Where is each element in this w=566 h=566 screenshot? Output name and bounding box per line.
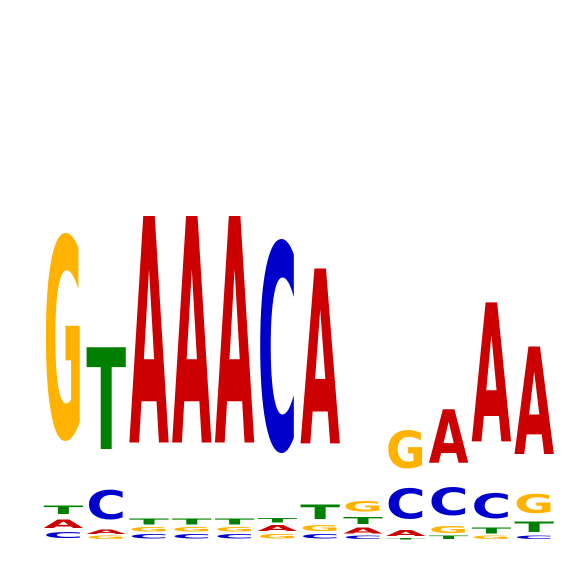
logo-letter-A-pos3: A (129, 154, 169, 517)
logo-letter-T-pos1: T (44, 503, 84, 517)
logo-letter-T-pos5: T (215, 517, 256, 526)
logo-letter-T-pos9: T (386, 538, 426, 540)
logo-letter-C-pos6: C (258, 188, 298, 517)
logo-letter-T-pos6: T (258, 517, 299, 524)
logo-letter-G-pos7: G (300, 524, 340, 533)
logo-letter-C-pos11: C (472, 487, 512, 526)
logo-letter-A-pos2: A (86, 529, 127, 536)
logo-letter-C-pos4: C (172, 533, 212, 540)
logo-letter-A-pos9: A (386, 529, 427, 538)
logo-letter-A-pos7: A (300, 221, 340, 500)
logo-letter-G-pos12: G (514, 490, 554, 520)
logo-letter-A-pos10: A (429, 396, 469, 480)
logo-letter-C-pos10: C (429, 480, 469, 523)
logo-letter-T-pos8: T (343, 515, 383, 527)
logo-letter-T-pos10: T (429, 535, 469, 540)
logo-letter-G-pos8: G (343, 499, 383, 515)
logo-letter-T-pos2: T (86, 321, 126, 483)
logo-letter-C-pos3: C (129, 533, 169, 540)
logo-letter-T-pos7: T (300, 502, 340, 525)
logo-letter-C-pos9: C (386, 481, 426, 529)
logo-letter-C-pos7: C (300, 533, 340, 540)
logo-letter-C-pos5: C (215, 533, 255, 540)
logo-letter-G-pos11: G (472, 536, 512, 541)
logo-letter-G-pos9: G (386, 421, 426, 481)
logo-letter-T-pos4: T (172, 517, 213, 526)
logo-letter-A-pos4: A (172, 154, 212, 517)
logo-letter-A-pos8: A (343, 526, 384, 535)
logo-letter-A-pos1: A (44, 517, 84, 531)
logo-letter-G-pos5: G (215, 526, 255, 533)
logo-letter-G-pos4: G (172, 526, 212, 533)
letter-stacks: CATGGACTCGTACGTACGTAGATCCGTACATGTACGTGCA… (44, 154, 555, 540)
logo-letter-C-pos12: C (514, 535, 554, 540)
logo-letter-A-pos11: A (472, 264, 512, 487)
logo-letter-G-pos1: G (44, 182, 84, 502)
logo-letter-T-pos12: T (514, 519, 554, 535)
logo-letter-G-pos2: G (86, 536, 126, 541)
logo-letter-G-pos3: G (129, 526, 169, 533)
logo-letter-T-pos3: T (129, 517, 170, 526)
logo-letter-C-pos1: C (44, 531, 84, 540)
logo-letter-G-pos6: G (258, 533, 298, 540)
logo-letter-C-pos8: C (343, 535, 383, 540)
logo-letter-C-pos2: C (86, 483, 126, 529)
logo-letter-G-pos10: G (429, 524, 469, 535)
logo-letter-A-pos12: A (514, 319, 554, 490)
logo-letter-A-pos5: A (215, 154, 255, 517)
logo-letter-T-pos11: T (472, 526, 513, 535)
logo-letter-A-pos6: A (258, 524, 299, 533)
